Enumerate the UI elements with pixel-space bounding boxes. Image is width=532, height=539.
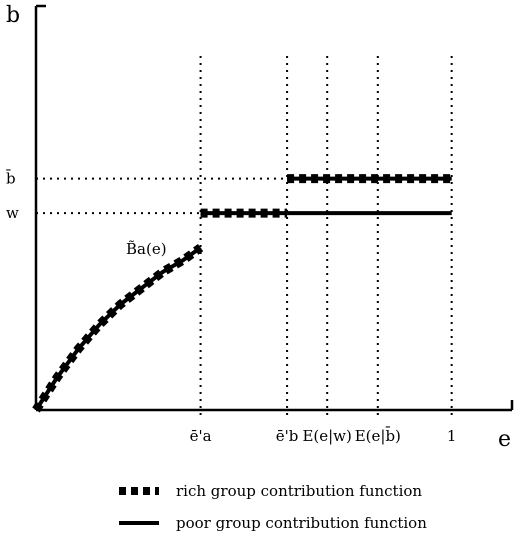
y-ref-label-0: b̄ xyxy=(6,169,16,187)
curve-label: B̃a(e) xyxy=(126,240,167,258)
x-ref-label-2: E(e|w) xyxy=(302,427,351,445)
x-ref-label-1: ē'b xyxy=(276,427,299,445)
legend-rich-label: rich group contribution function xyxy=(176,482,422,500)
series-0-segment-0-core xyxy=(34,245,202,412)
x-axis-label: e xyxy=(498,427,511,452)
y-ref-label-1: w xyxy=(6,204,19,222)
series-0-segment-0 xyxy=(32,243,204,413)
x-ref-label-0: ē'a xyxy=(190,427,212,445)
x-ref-label-3: E(e|b̄) xyxy=(355,427,401,445)
legend: rich group contribution function poor gr… xyxy=(119,482,427,532)
x-ref-label-4: 1 xyxy=(447,427,457,445)
reference-guides xyxy=(36,56,453,420)
labels-group: b e B̃a(e) ē'a ē'b E(e|w) E(e|b̄) 1 b̄ w xyxy=(6,3,511,452)
series-group xyxy=(32,174,452,413)
y-axis-label: b xyxy=(6,3,20,28)
legend-poor-label: poor group contribution function xyxy=(176,514,427,532)
axes xyxy=(34,4,514,412)
